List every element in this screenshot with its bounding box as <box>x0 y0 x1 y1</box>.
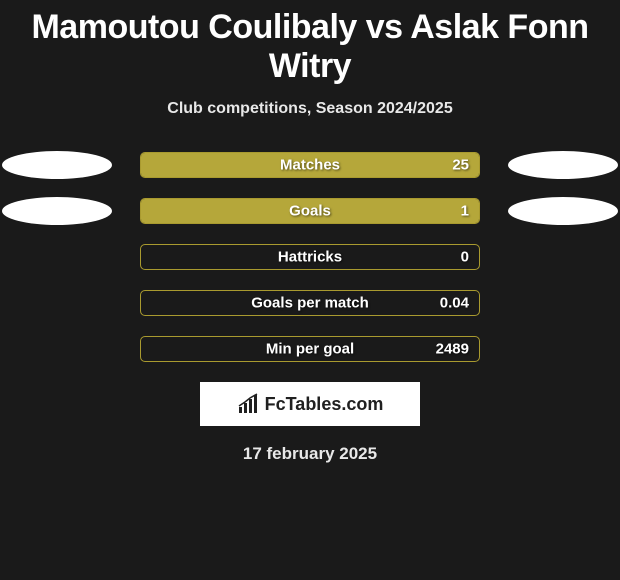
stat-bar: Min per goal 2489 <box>140 336 480 362</box>
stat-bar: Goals per match 0.04 <box>140 290 480 316</box>
stat-row: Goals per match 0.04 <box>0 290 620 316</box>
stat-label: Goals per match <box>251 295 369 312</box>
comparison-subtitle: Club competitions, Season 2024/2025 <box>0 100 620 118</box>
stat-label: Hattricks <box>278 249 342 266</box>
stat-rows: Matches 25 Goals 1 Hattricks 0 Goals per match… <box>0 152 620 362</box>
stat-label: Goals <box>289 203 331 220</box>
player-marker-left <box>2 151 112 179</box>
snapshot-date: 17 february 2025 <box>0 444 620 464</box>
stat-value: 0.04 <box>440 295 469 312</box>
stat-value: 25 <box>452 157 469 174</box>
player-marker-right <box>508 151 618 179</box>
player-marker-left <box>2 197 112 225</box>
logo-text: FcTables.com <box>265 394 384 415</box>
stat-row: Matches 25 <box>0 152 620 178</box>
player-marker-right <box>508 197 618 225</box>
stat-bar: Hattricks 0 <box>140 244 480 270</box>
fctables-logo: FcTables.com <box>200 382 420 426</box>
stat-row: Min per goal 2489 <box>0 336 620 362</box>
stat-value: 1 <box>461 203 469 220</box>
stat-value: 0 <box>461 249 469 266</box>
stat-row: Goals 1 <box>0 198 620 224</box>
stat-label: Matches <box>280 157 340 174</box>
stat-label: Min per goal <box>266 341 354 358</box>
chart-icon <box>237 393 259 415</box>
stat-bar: Matches 25 <box>140 152 480 178</box>
stat-bar: Goals 1 <box>140 198 480 224</box>
stat-row: Hattricks 0 <box>0 244 620 270</box>
comparison-title: Mamoutou Coulibaly vs Aslak Fonn Witry <box>0 0 620 86</box>
stat-value: 2489 <box>436 341 469 358</box>
